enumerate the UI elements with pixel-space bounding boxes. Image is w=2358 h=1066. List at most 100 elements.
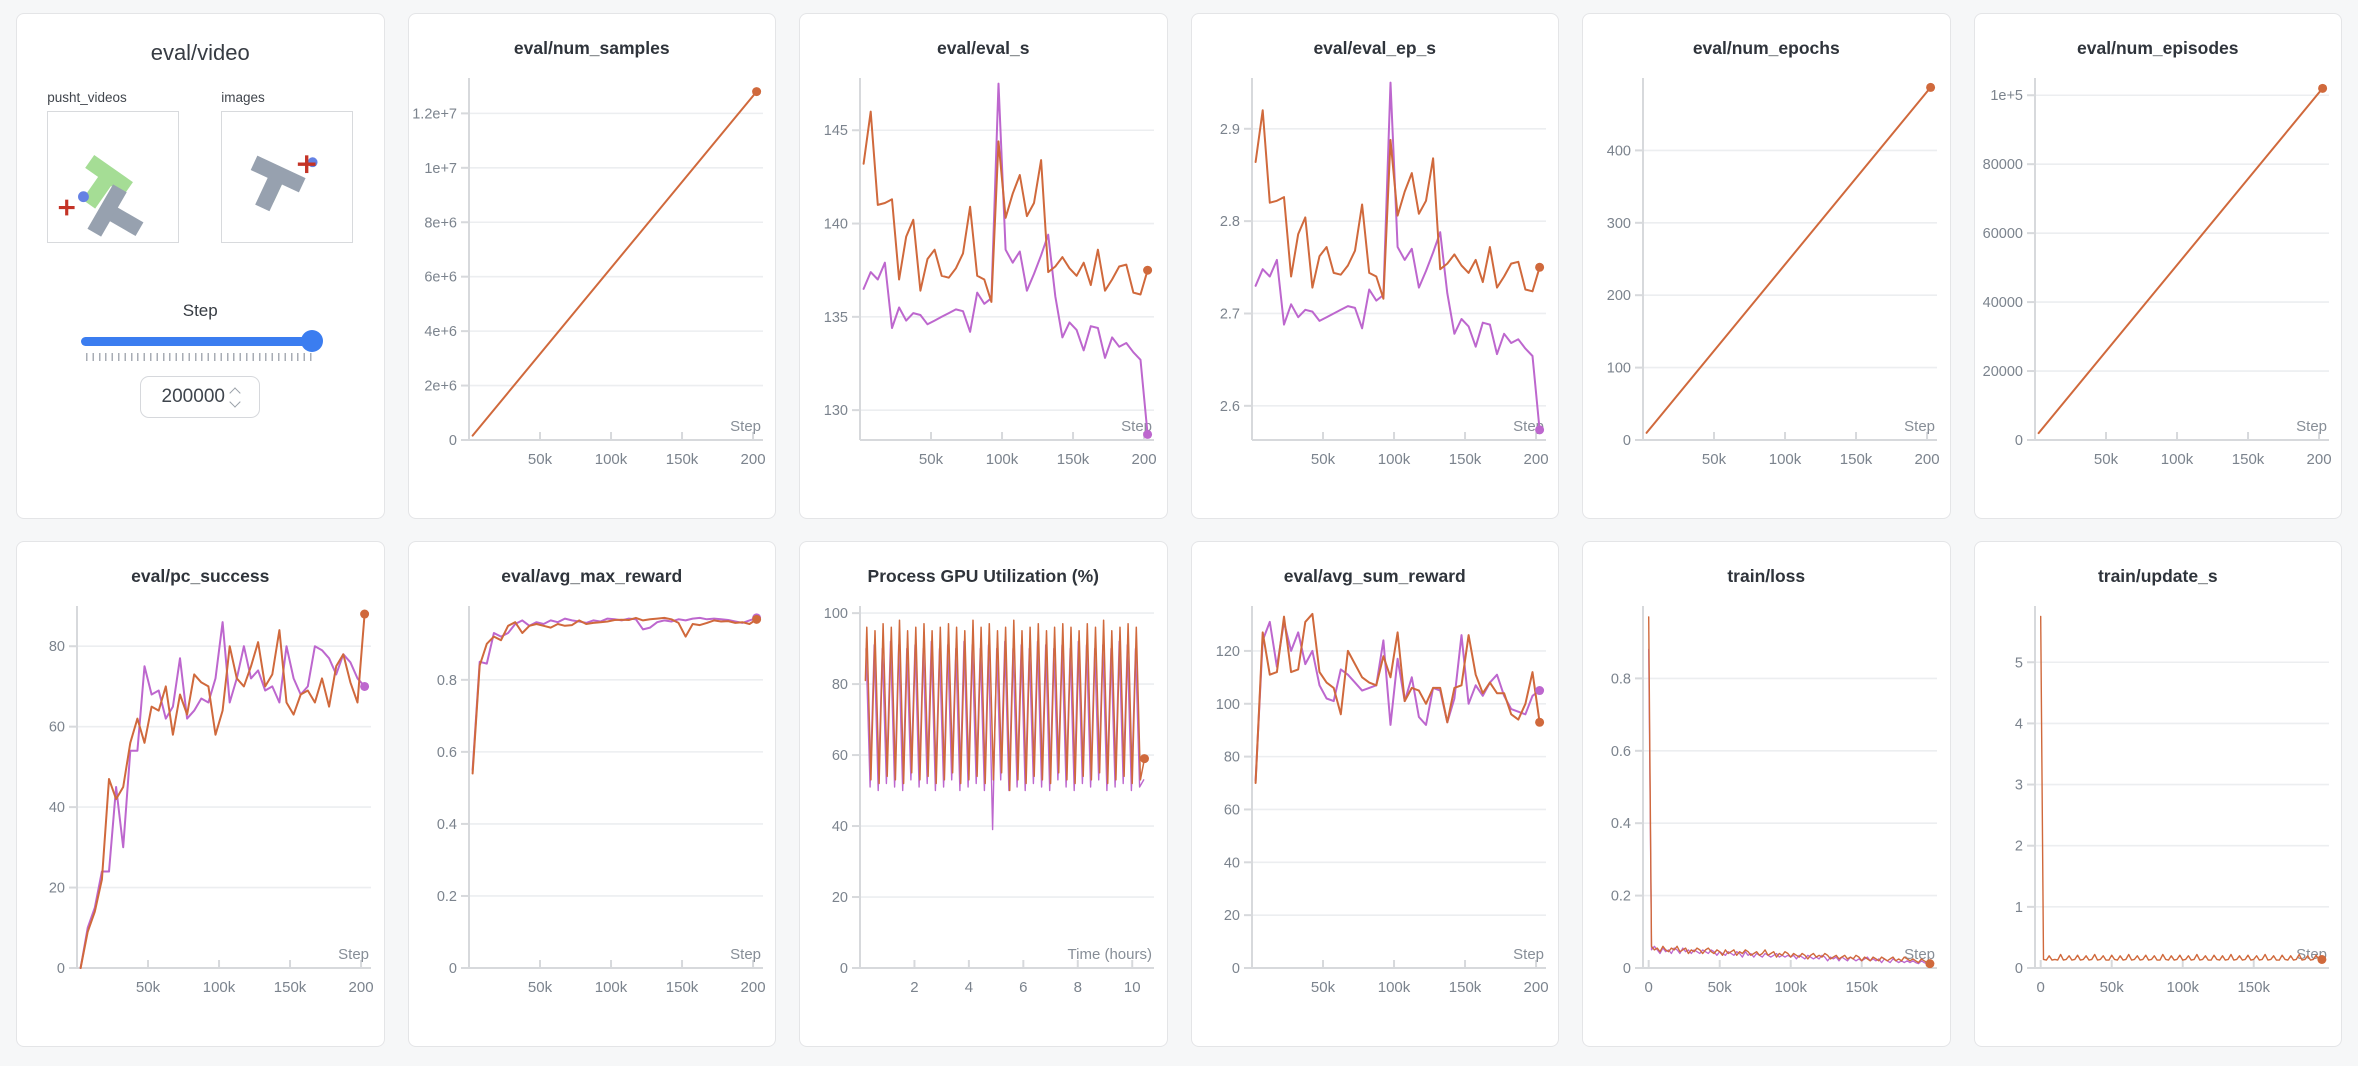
- svg-text:150k: 150k: [666, 979, 699, 996]
- panel-eval-video[interactable]: eval/video pusht_videos images: [16, 13, 385, 519]
- chart-title: eval/num_episodes: [2077, 38, 2239, 58]
- panel-eval-num-epochs[interactable]: eval/num_epochs 0 100 200 300 400 50k 100k 150k…: [1582, 13, 1951, 519]
- svg-text:1: 1: [2015, 900, 2023, 916]
- svg-text:0: 0: [449, 433, 457, 449]
- chart-eval-avg-max-reward: 0 0.2 0.4 0.6 0.8 50k 100k 150k 200 Step: [437, 606, 765, 996]
- panel-eval-avg-max-reward[interactable]: eval/avg_max_reward 0 0.2 0.4 0.6 0.8 50k 100k…: [407, 541, 776, 1047]
- chart-title: eval/avg_max_reward: [501, 566, 683, 586]
- panel-train-update-s[interactable]: train/update_s 0 1 2 3 4 5 0 50k 100k 150k Step: [1973, 541, 2342, 1047]
- svg-text:60: 60: [49, 720, 65, 736]
- step-slider-thumb[interactable]: [301, 330, 324, 352]
- panel-eval-num-samples[interactable]: eval/num_samples 0 2e+6 4e+6 6e+6 8e+6 1e+7 1.…: [407, 13, 776, 519]
- svg-text:Step: Step: [1904, 418, 1935, 435]
- step-slider-label: Step: [182, 301, 218, 320]
- svg-text:0: 0: [2015, 961, 2023, 977]
- svg-text:0.2: 0.2: [437, 889, 457, 905]
- svg-text:0.6: 0.6: [1611, 744, 1631, 760]
- svg-text:0: 0: [1623, 961, 1631, 977]
- chart-eval-avg-sum-reward: 0 20 40 60 80 100 120 50k 100k 150k 200 Step: [1216, 606, 1548, 996]
- svg-text:2.8: 2.8: [1220, 214, 1240, 230]
- panel-eval-eval-s[interactable]: eval/eval_s 130 135 140 145 50k 100k 150k 200 St…: [799, 13, 1168, 519]
- svg-text:100k: 100k: [2161, 451, 2194, 468]
- gray-t-block: [250, 155, 306, 212]
- svg-text:1e+7: 1e+7: [424, 161, 457, 177]
- svg-text:0.2: 0.2: [1611, 889, 1631, 905]
- svg-text:0: 0: [840, 961, 848, 977]
- svg-text:Step: Step: [1121, 418, 1152, 435]
- panel-train-loss[interactable]: train/loss 0 0.2 0.4 0.6 0.8 0 50k 100k 150k Step: [1582, 541, 1951, 1047]
- svg-text:20: 20: [49, 881, 65, 897]
- panel-gpu-utilization[interactable]: Process GPU Utilization (%) 0 20 40 60 80 100…: [799, 541, 1168, 1047]
- svg-text:60000: 60000: [1982, 226, 2022, 242]
- svg-text:100k: 100k: [1775, 979, 1808, 996]
- step-slider-track[interactable]: [81, 330, 324, 352]
- svg-text:150k: 150k: [1449, 451, 1482, 468]
- goal-cross: [59, 199, 75, 216]
- svg-text:8: 8: [1074, 979, 1082, 996]
- svg-text:100k: 100k: [203, 979, 236, 996]
- svg-text:50k: 50k: [1311, 979, 1336, 996]
- chart-title: eval/eval_ep_s: [1313, 38, 1437, 58]
- svg-text:0.4: 0.4: [1611, 816, 1631, 832]
- svg-text:145: 145: [824, 123, 848, 139]
- step-slider-ruler: [86, 353, 315, 361]
- images-thumbnail[interactable]: [221, 111, 354, 243]
- svg-text:100k: 100k: [1378, 451, 1411, 468]
- svg-text:40: 40: [49, 800, 65, 816]
- svg-text:80: 80: [832, 677, 848, 693]
- media-thumbnails: [47, 111, 354, 243]
- chart-title: train/loss: [1727, 566, 1806, 586]
- svg-text:300: 300: [1607, 216, 1631, 232]
- svg-text:150k: 150k: [1057, 451, 1090, 468]
- svg-text:4: 4: [2015, 716, 2023, 732]
- agent-dot: [78, 191, 90, 203]
- pusht-video-thumbnail[interactable]: [47, 111, 180, 243]
- svg-text:2: 2: [911, 979, 919, 996]
- svg-text:2.6: 2.6: [1220, 399, 1240, 415]
- svg-text:1.2e+7: 1.2e+7: [412, 106, 457, 122]
- svg-text:0.4: 0.4: [437, 817, 457, 833]
- svg-text:130: 130: [824, 403, 848, 419]
- svg-text:Step: Step: [730, 418, 761, 435]
- panel-eval-num-episodes[interactable]: eval/num_episodes 0 20000 40000 60000 80000 1…: [1973, 13, 2342, 519]
- chart-eval-num-episodes: 0 20000 40000 60000 80000 1e+5 50k 100k 150k 200 S…: [1982, 78, 2331, 468]
- chart-title: Process GPU Utilization (%): [867, 566, 1099, 586]
- svg-text:4: 4: [965, 979, 973, 996]
- svg-text:50k: 50k: [1311, 451, 1336, 468]
- svg-text:10: 10: [1124, 979, 1141, 996]
- step-slider-block: Step 200000: [17, 301, 384, 418]
- svg-text:0.8: 0.8: [437, 673, 457, 689]
- svg-text:0: 0: [2036, 979, 2044, 996]
- stepper-down-icon[interactable]: [229, 395, 241, 408]
- svg-text:140: 140: [824, 217, 848, 233]
- chart-gpu-utilization: 0 20 40 60 80 100 2 4 6 8 10 Time (hours): [824, 606, 1155, 996]
- chart-eval-pc-success: 0 20 40 60 80 50k 100k 150k 200 Step: [49, 606, 374, 996]
- svg-text:0: 0: [1623, 433, 1631, 449]
- svg-text:200: 200: [740, 979, 765, 996]
- svg-text:40: 40: [1224, 855, 1240, 871]
- svg-text:100: 100: [824, 606, 848, 622]
- svg-text:50k: 50k: [528, 979, 553, 996]
- chart-title: train/update_s: [2097, 566, 2218, 586]
- svg-text:200: 200: [1523, 979, 1548, 996]
- svg-text:100k: 100k: [2166, 979, 2199, 996]
- svg-text:200: 200: [2306, 451, 2331, 468]
- gray-t-block: [87, 184, 144, 237]
- media-thumb-labels: pusht_videos images: [47, 90, 353, 105]
- panel-eval-eval-ep-s[interactable]: eval/eval_ep_s 2.6 2.7 2.8 2.9 50k 100k 150k 20…: [1190, 13, 1559, 519]
- chart-title: eval/eval_s: [937, 38, 1030, 58]
- svg-text:20000: 20000: [1982, 364, 2022, 380]
- svg-text:0.6: 0.6: [437, 745, 457, 761]
- svg-text:150k: 150k: [2232, 451, 2265, 468]
- svg-text:1e+5: 1e+5: [1990, 88, 2023, 104]
- svg-text:50k: 50k: [2094, 451, 2119, 468]
- chart-eval-num-epochs: 0 100 200 300 400 50k 100k 150k 200 Step: [1607, 78, 1940, 468]
- svg-text:0: 0: [2015, 433, 2023, 449]
- panel-eval-avg-sum-reward[interactable]: eval/avg_sum_reward 0 20 40 60 80 100 120 50k 10…: [1190, 541, 1559, 1047]
- step-number-input[interactable]: 200000: [140, 376, 261, 418]
- svg-text:40: 40: [832, 819, 848, 835]
- panel-eval-pc-success[interactable]: eval/pc_success 0 20 40 60 80 50k 100k 150k 200 S…: [16, 541, 385, 1047]
